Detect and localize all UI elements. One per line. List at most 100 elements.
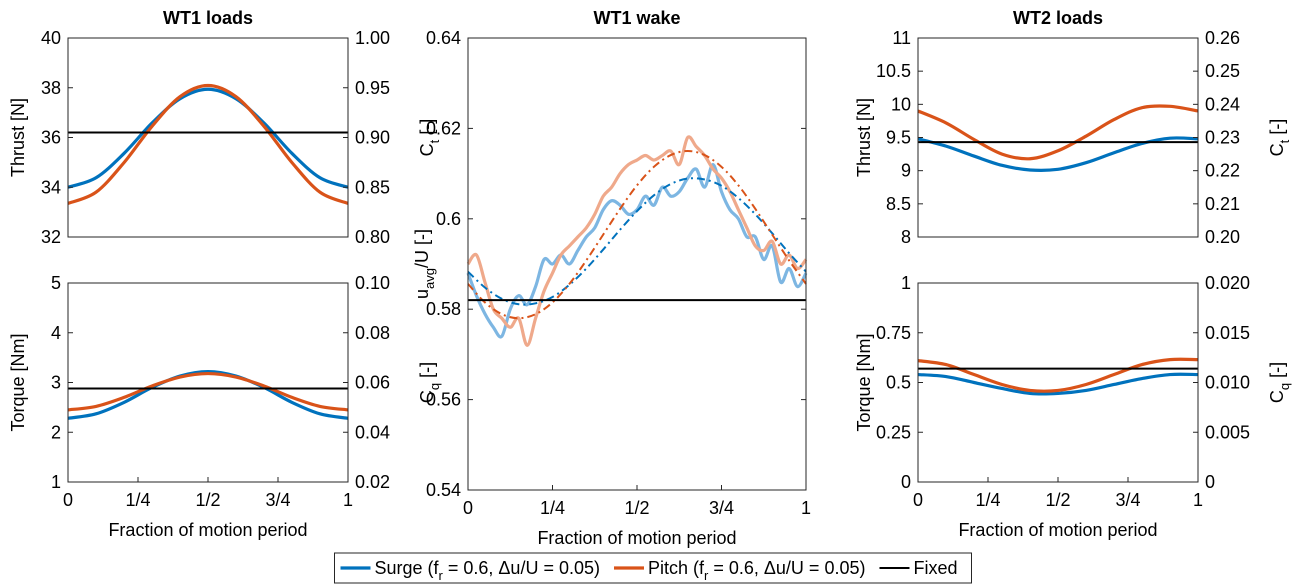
legend-label-rest: = 0.6, Δu/U = 0.05) <box>708 558 865 578</box>
y2-tick-label: 0.06 <box>355 373 390 393</box>
y2-tick-label: 0.20 <box>1205 227 1240 247</box>
panel-title: WT1 wake <box>593 8 680 28</box>
y-tick-label: 8 <box>901 227 911 247</box>
y-tick-label: 10.5 <box>876 61 911 81</box>
legend-label-rest: = 0.6, Δu/U = 0.05) <box>443 558 600 578</box>
legend-label-main: Surge (f <box>375 558 440 578</box>
y-tick-label: 34 <box>41 177 61 197</box>
y2-axis-label: Cq [-] <box>417 362 442 403</box>
series-line <box>67 87 349 189</box>
y-tick-label: 0 <box>901 472 911 492</box>
y-tick-label: 0.75 <box>876 323 911 343</box>
y-tick-label: 36 <box>41 128 61 148</box>
plot-area <box>68 38 348 237</box>
y2-tick-label: 0.23 <box>1205 128 1240 148</box>
y-axis-label-sub: avg <box>422 268 437 289</box>
y-tick-label: 5 <box>51 273 61 293</box>
y-tick-label: 0.54 <box>426 480 461 500</box>
y-tick-label: 9.5 <box>886 128 911 148</box>
y2-tick-label: 0.95 <box>355 78 390 98</box>
y-tick-label: 40 <box>41 28 61 48</box>
x-tick-label: 1/4 <box>540 498 565 518</box>
legend-label-main: Pitch (f <box>648 558 705 578</box>
series-line <box>67 83 349 205</box>
y2-tick-label: 0.80 <box>355 227 390 247</box>
plot-area <box>68 283 348 482</box>
x-tick-label: 1 <box>1193 490 1203 510</box>
legend-label: Surge (fr = 0.6, Δu/U = 0.05) <box>375 558 601 583</box>
y-tick-label: 3 <box>51 373 61 393</box>
x-tick-label: 3/4 <box>265 490 290 510</box>
y2-axis-label-sub: t <box>427 139 442 143</box>
series-line <box>466 135 808 347</box>
x-tick-label: 0 <box>63 490 73 510</box>
y-tick-label: 0.56 <box>426 390 461 410</box>
y2-tick-label: 0.26 <box>1205 28 1240 48</box>
y-tick-label: 9 <box>901 161 911 181</box>
x-axis-label: Fraction of motion period <box>108 520 307 540</box>
y-axis-label-rest: /U [-] <box>412 229 432 268</box>
x-tick-label: 1 <box>343 490 353 510</box>
y-tick-label: 1 <box>51 472 61 492</box>
panel-title: WT1 loads <box>163 8 253 28</box>
y2-tick-label: 0.25 <box>1205 61 1240 81</box>
series-line <box>917 372 1199 396</box>
y2-tick-label: 0.010 <box>1205 373 1250 393</box>
panel-title: WT2 loads <box>1013 8 1103 28</box>
y-tick-label: 10 <box>891 94 911 114</box>
y-tick-label: 32 <box>41 227 61 247</box>
y2-axis-label-main: C <box>1267 143 1287 156</box>
y2-tick-label: 0.020 <box>1205 273 1250 293</box>
y-tick-label: 4 <box>51 323 61 343</box>
y2-tick-label: 0.22 <box>1205 161 1240 181</box>
legend-box <box>334 552 972 584</box>
x-tick-label: 0 <box>913 490 923 510</box>
y-axis-label-main: u <box>412 289 432 299</box>
y2-axis-label-main: C <box>417 390 437 403</box>
x-tick-label: 1/2 <box>1045 490 1070 510</box>
y2-axis-label-rest: [-] <box>1267 362 1287 383</box>
y-tick-label: 11 <box>892 28 911 48</box>
y2-axis-label: Cq [-] <box>1267 362 1292 403</box>
y2-tick-label: 0 <box>1205 472 1215 492</box>
y-tick-label: 0.62 <box>426 118 461 138</box>
x-tick-label: 1/4 <box>975 490 1000 510</box>
x-tick-label: 3/4 <box>1115 490 1140 510</box>
y-tick-label: 2 <box>51 422 61 442</box>
y2-axis-label: Ct [-] <box>417 119 442 157</box>
x-axis-label: Fraction of motion period <box>958 520 1157 540</box>
legend-label: Fixed <box>913 558 957 578</box>
y2-tick-label: 0.015 <box>1205 323 1250 343</box>
x-tick-label: 1 <box>801 498 811 518</box>
y2-axis-label-rest: [-] <box>417 362 437 383</box>
x-tick-label: 1/2 <box>195 490 220 510</box>
x-axis-label: Fraction of motion period <box>537 528 736 548</box>
y-tick-label: 38 <box>41 78 61 98</box>
y2-axis-label: Ct [-] <box>1267 119 1292 157</box>
plot-area <box>918 283 1198 482</box>
legend-label-sub: r <box>439 568 444 583</box>
y2-tick-label: 0.85 <box>355 177 390 197</box>
legend-label-sub: r <box>704 568 709 583</box>
x-tick-label: 1/4 <box>125 490 150 510</box>
y-tick-label: 0.58 <box>426 299 461 319</box>
y-tick-label: 8.5 <box>886 194 911 214</box>
y2-tick-label: 0.10 <box>355 273 390 293</box>
y-axis-label: Torque [Nm] <box>854 333 874 431</box>
y-tick-label: 0.64 <box>426 28 461 48</box>
series-line <box>467 177 807 306</box>
y-axis-label: Thrust [N] <box>8 98 28 177</box>
y-axis-label: Torque [Nm] <box>8 333 28 431</box>
series-line <box>67 371 349 412</box>
y2-axis-label-rest: [-] <box>417 119 437 140</box>
x-tick-label: 1/2 <box>624 498 649 518</box>
y2-tick-label: 0.24 <box>1205 94 1240 114</box>
y2-axis-label-rest: [-] <box>1267 119 1287 140</box>
y2-tick-label: 0.005 <box>1205 422 1250 442</box>
plot-area <box>468 38 806 490</box>
series-line <box>67 369 349 420</box>
y2-tick-label: 0.04 <box>355 422 390 442</box>
y-tick-label: 0.6 <box>436 209 461 229</box>
y2-axis-label-main: C <box>417 143 437 156</box>
y2-tick-label: 0.21 <box>1205 194 1240 214</box>
